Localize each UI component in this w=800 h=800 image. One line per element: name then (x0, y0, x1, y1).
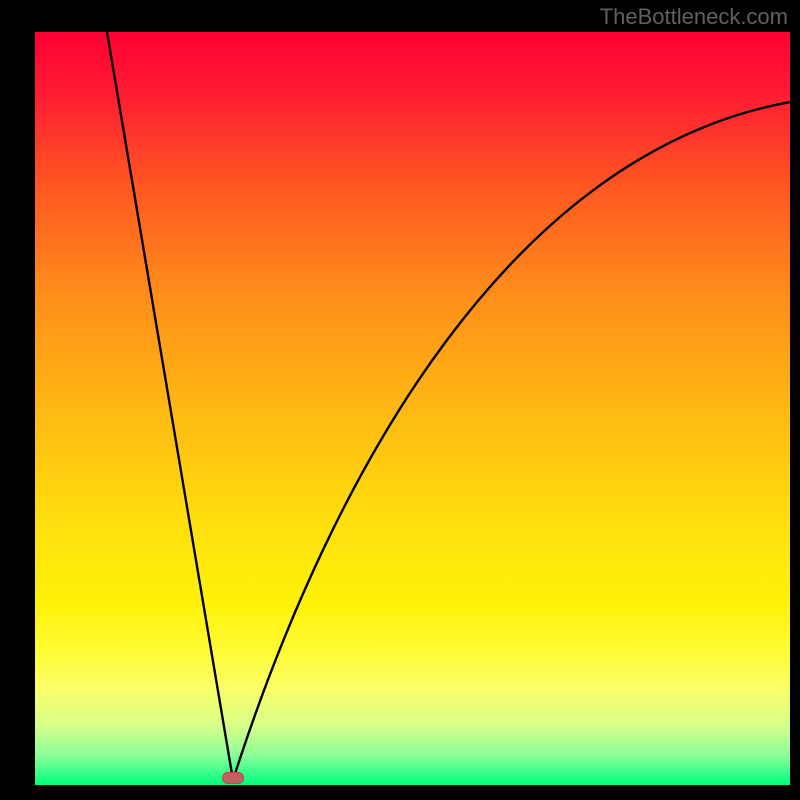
watermark-label: TheBottleneck.com (600, 4, 788, 30)
bottleneck-curve (35, 32, 790, 785)
optimal-point-marker (222, 772, 244, 784)
chart-container: TheBottleneck.com (0, 0, 800, 800)
plot-area (35, 32, 790, 785)
